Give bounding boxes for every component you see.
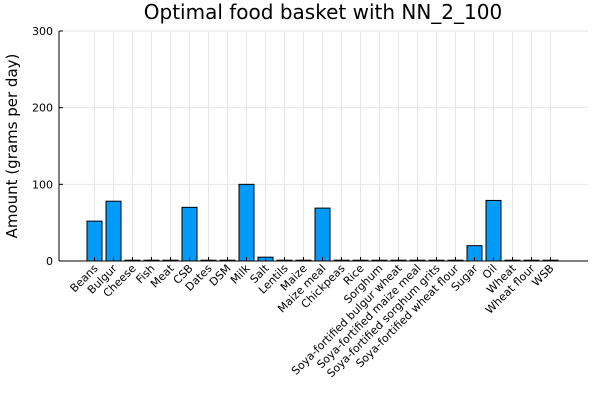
x-tick-labels: BeansBulgurCheeseFishMeatCSBDatesDSMMilk… <box>68 261 557 380</box>
axes <box>58 30 588 262</box>
y-tick-labels: 0 100 200 300 <box>32 25 53 268</box>
bar-maize-meal <box>314 207 331 262</box>
y-tick-label: 100 <box>32 178 53 191</box>
bar-bulgur <box>105 200 122 262</box>
x-tick-label: WSB <box>529 262 556 289</box>
gridlines <box>59 30 588 262</box>
y-tick-label: 300 <box>32 25 53 38</box>
bar-beans <box>86 220 103 262</box>
chart-title: Optimal food basket with NN_2_100 <box>144 0 502 24</box>
bar-csb <box>181 206 198 262</box>
y-axis-label: Amount (grams per day) <box>3 54 21 239</box>
bar-oil <box>485 199 502 262</box>
bar-milk <box>238 183 255 262</box>
y-tick-label: 0 <box>46 255 53 268</box>
bars <box>86 183 559 262</box>
y-tick-label: 200 <box>32 102 53 115</box>
